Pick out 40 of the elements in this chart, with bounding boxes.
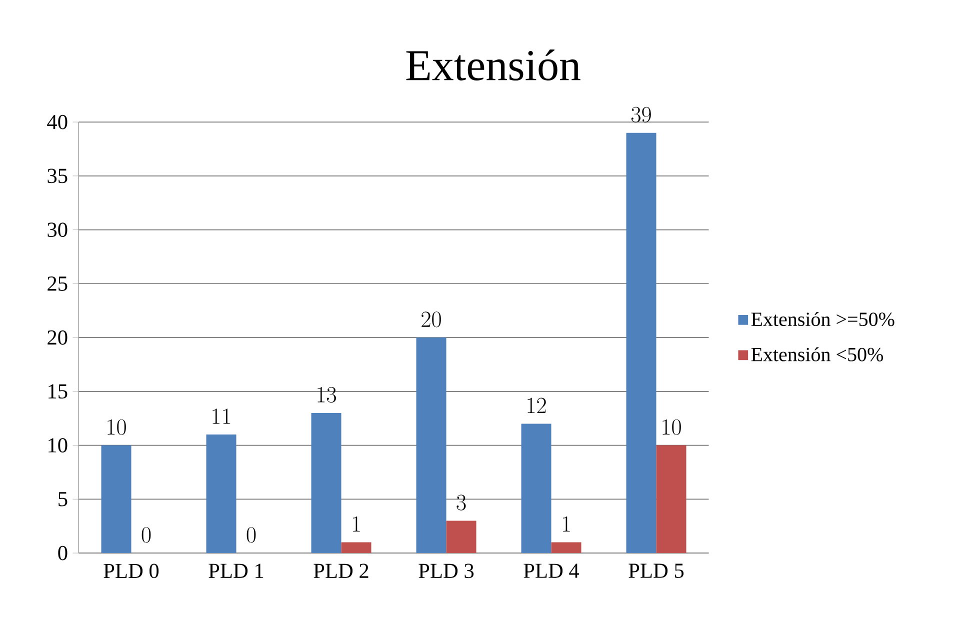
y-tick-label: 15 <box>48 384 68 399</box>
data-label: 39 <box>631 106 651 122</box>
chart-title: Extensión <box>406 49 580 81</box>
x-tick-label: PLD 2 <box>314 564 368 578</box>
x-tick-label: PLD 1 <box>208 564 264 578</box>
y-tick-label: 35 <box>48 168 68 184</box>
data-label: 1 <box>352 516 360 532</box>
bar <box>341 542 372 554</box>
y-tick-label: 20 <box>48 330 68 345</box>
x-tick-label: PLD 5 <box>628 564 684 578</box>
bar <box>101 445 132 554</box>
bar <box>521 424 552 554</box>
x-tick-label: PLD 4 <box>524 564 580 578</box>
y-tick-label: 30 <box>48 222 68 237</box>
data-label: 20 <box>422 312 441 328</box>
data-label: 11 <box>212 408 230 424</box>
bar <box>626 132 656 554</box>
y-tick-label: 0 <box>58 546 68 560</box>
bar <box>446 520 476 554</box>
bar <box>416 338 446 554</box>
y-tick-label: 40 <box>47 114 68 130</box>
data-label: 12 <box>528 398 546 414</box>
data-label: 0 <box>142 527 151 543</box>
y-tick-label: 10 <box>48 438 68 452</box>
data-label: 3 <box>456 494 466 510</box>
data-label: 13 <box>318 387 336 403</box>
data-label: 1 <box>562 516 570 532</box>
data-label: 10 <box>108 419 126 435</box>
bar <box>206 434 236 554</box>
data-label: 0 <box>246 527 256 543</box>
y-tick-label: 5 <box>58 492 68 506</box>
data-label: 10 <box>662 419 681 435</box>
legend-label: Extensión >=50% <box>751 312 894 326</box>
bar <box>311 412 342 554</box>
y-tick-label: 25 <box>48 276 68 291</box>
bar <box>656 445 686 554</box>
legend-label: Extensión <50% <box>751 347 883 362</box>
x-tick-label: PLD 0 <box>104 564 159 578</box>
bar <box>551 542 582 554</box>
x-tick-label: PLD 3 <box>418 564 474 578</box>
